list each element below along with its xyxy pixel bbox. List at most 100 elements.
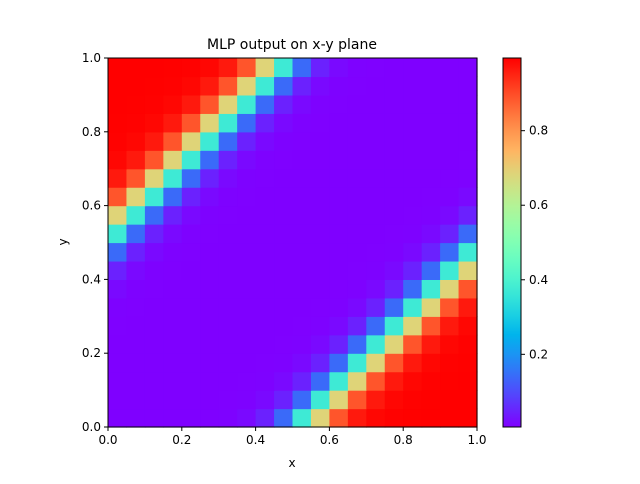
heat-cell: [292, 242, 312, 262]
heat-cell: [329, 131, 349, 151]
heat-cell: [292, 224, 312, 244]
heat-cell: [403, 94, 423, 114]
heat-cell: [384, 94, 404, 114]
heat-cell: [440, 390, 460, 410]
heat-cell: [126, 260, 146, 280]
heat-cell: [347, 224, 367, 244]
plot-frame: [107, 57, 478, 428]
heat-cell: [200, 297, 220, 317]
heat-cell: [347, 390, 367, 410]
heat-cell: [144, 187, 164, 207]
heat-cell: [366, 408, 386, 428]
heat-cell: [292, 187, 312, 207]
heat-cell: [347, 242, 367, 262]
heat-cell: [255, 242, 275, 262]
heat-cell: [163, 113, 183, 133]
heat-cell: [237, 224, 257, 244]
heat-cell: [108, 297, 128, 317]
heat-cell: [144, 224, 164, 244]
heat-cell: [144, 113, 164, 133]
heat-cell: [255, 260, 275, 280]
heat-cell: [329, 279, 349, 299]
heat-cell: [310, 279, 330, 299]
heat-cell: [200, 94, 220, 114]
heat-cell: [218, 408, 238, 428]
heat-cell: [218, 353, 238, 373]
heat-cell: [347, 150, 367, 170]
heatmap-cells: [108, 58, 478, 428]
heat-cell: [237, 187, 257, 207]
heat-cell: [255, 58, 275, 78]
heat-cell: [255, 131, 275, 151]
heat-cell: [218, 131, 238, 151]
heat-cell: [108, 131, 128, 151]
y-tick-label: 0.2: [82, 346, 101, 360]
heat-cell: [181, 390, 201, 410]
x-tick-label: 0.6: [320, 433, 339, 447]
heat-cell: [255, 297, 275, 317]
heat-cell: [329, 150, 349, 170]
heat-cell: [458, 224, 478, 244]
heat-cell: [292, 297, 312, 317]
heat-cell: [163, 279, 183, 299]
colorbar-gradient: [502, 57, 522, 428]
heat-cell: [181, 205, 201, 225]
heat-cell: [181, 76, 201, 96]
heat-cell: [384, 58, 404, 78]
heat-cell: [440, 334, 460, 354]
heat-cell: [144, 279, 164, 299]
heat-cell: [126, 297, 146, 317]
heat-cell: [181, 168, 201, 188]
heat-cell: [200, 131, 220, 151]
heat-cell: [403, 297, 423, 317]
x-tick-label: 0.0: [98, 433, 117, 447]
heat-cell: [218, 279, 238, 299]
heat-cell: [310, 260, 330, 280]
heat-cell: [126, 390, 146, 410]
heat-cell: [458, 58, 478, 78]
heat-cell: [421, 224, 441, 244]
heat-cell: [126, 168, 146, 188]
heat-cell: [255, 390, 275, 410]
heat-cell: [126, 131, 146, 151]
heat-cell: [292, 113, 312, 133]
y-tick-label: 0.4: [82, 272, 101, 286]
heat-cell: [218, 76, 238, 96]
heat-cell: [366, 390, 386, 410]
heat-cell: [218, 58, 238, 78]
heat-cell: [274, 76, 294, 96]
heat-cell: [366, 371, 386, 391]
heat-cell: [108, 76, 128, 96]
heat-cell: [329, 390, 349, 410]
heat-cell: [200, 408, 220, 428]
heat-cell: [440, 150, 460, 170]
heat-cell: [329, 168, 349, 188]
heat-cell: [421, 408, 441, 428]
heat-cell: [384, 113, 404, 133]
heat-cell: [347, 113, 367, 133]
heat-cell: [144, 408, 164, 428]
heat-cell: [421, 260, 441, 280]
heat-cell: [384, 371, 404, 391]
heat-cell: [237, 58, 257, 78]
heat-cell: [310, 408, 330, 428]
heat-cell: [108, 408, 128, 428]
heat-cell: [181, 279, 201, 299]
heat-cell: [181, 58, 201, 78]
heat-cell: [200, 390, 220, 410]
heat-cell: [163, 58, 183, 78]
heat-cell: [403, 58, 423, 78]
heat-cell: [181, 260, 201, 280]
heat-cell: [163, 390, 183, 410]
heat-cell: [440, 242, 460, 262]
heat-cell: [255, 371, 275, 391]
heat-cell: [237, 168, 257, 188]
heat-cell: [163, 242, 183, 262]
heat-cell: [403, 168, 423, 188]
heat-cell: [274, 131, 294, 151]
heat-cell: [181, 371, 201, 391]
heat-cell: [366, 168, 386, 188]
heat-cell: [237, 242, 257, 262]
heat-cell: [292, 371, 312, 391]
